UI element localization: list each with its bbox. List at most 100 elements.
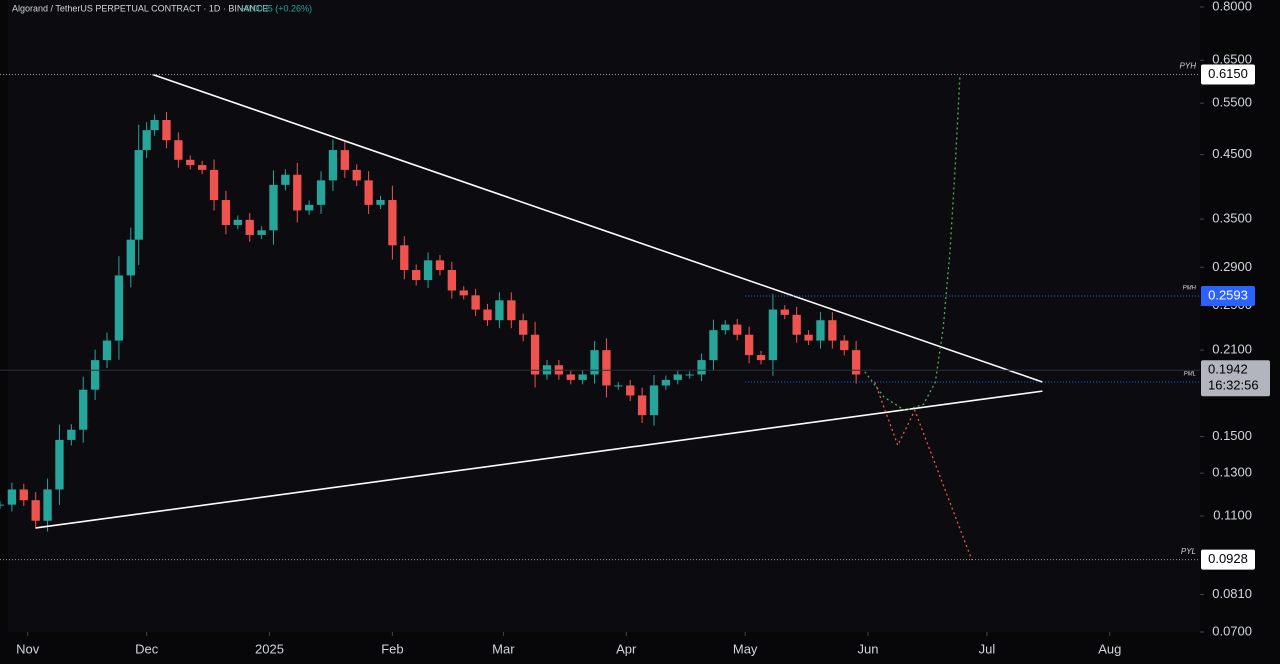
candle-body	[661, 379, 671, 386]
x-tick-label: Mar	[492, 641, 515, 656]
candle-body	[685, 374, 694, 376]
candle-body	[0, 504, 5, 506]
candle-body	[792, 314, 801, 335]
x-tick-label: Feb	[381, 641, 403, 656]
candle-body	[435, 260, 445, 271]
candle-body	[495, 300, 504, 321]
candle-body	[221, 200, 231, 226]
level-badge	[1201, 64, 1255, 85]
level-name: PMH	[1183, 286, 1197, 292]
candle-body	[816, 320, 825, 341]
candle-body	[245, 219, 254, 235]
candle-body	[697, 360, 706, 375]
x-tick-label: Nov	[16, 641, 40, 656]
candle-body	[197, 165, 207, 170]
projection-path	[874, 381, 973, 561]
y-tick-label: 0.1500	[1212, 428, 1252, 443]
level-price: 0.0928	[1208, 551, 1248, 566]
candle-body	[459, 290, 468, 296]
candle-body	[90, 360, 100, 390]
last-price-badge	[1201, 360, 1270, 397]
candle-body	[162, 119, 171, 141]
last-price: 0.1942	[1208, 362, 1248, 377]
level-badge	[1201, 286, 1255, 307]
x-tick-label: Jul	[979, 641, 996, 656]
level-name: PYL	[1181, 547, 1196, 556]
candle-body	[174, 140, 183, 160]
trend-line	[152, 73, 1043, 383]
candle-body	[257, 230, 266, 235]
candle-body	[376, 200, 385, 205]
candle-body	[269, 184, 278, 231]
candle-body	[142, 130, 151, 151]
candle-body	[804, 334, 813, 341]
candle-body	[828, 320, 837, 341]
y-tick-label: 0.1100	[1213, 507, 1252, 522]
candle-body	[388, 200, 397, 246]
candle-body	[134, 150, 143, 240]
candle-body	[412, 270, 421, 281]
candle-body	[768, 309, 778, 361]
y-tick-label: 0.2900	[1212, 259, 1252, 274]
y-tick-label: 0.6500	[1212, 52, 1252, 67]
x-tick-label: Dec	[135, 641, 159, 656]
candle-body	[637, 395, 647, 416]
candle-body	[780, 309, 789, 315]
price-change: +0.0005 (+0.26%)	[240, 3, 312, 13]
candle-body	[566, 374, 575, 380]
y-tick-label: 0.2100	[1212, 342, 1252, 357]
candle-body	[186, 159, 195, 166]
x-tick-label: May	[733, 641, 758, 656]
candle-body	[721, 324, 730, 331]
projection-path	[864, 74, 961, 412]
candle-body	[447, 270, 457, 291]
candle-body	[126, 239, 135, 276]
x-tick-label: Aug	[1098, 641, 1121, 656]
candle-body	[614, 385, 623, 387]
candle-body	[293, 174, 302, 211]
trend-line	[35, 390, 1043, 529]
level-name: PYH	[1180, 62, 1197, 71]
countdown: 16:32:56	[1208, 378, 1259, 393]
candle-body	[328, 150, 338, 181]
candle-body	[507, 300, 516, 321]
y-tick-label: 0.4500	[1212, 146, 1252, 161]
x-tick-label: 2025	[255, 641, 284, 656]
candle-body	[744, 334, 754, 356]
candle-body	[626, 385, 635, 396]
candle-body	[400, 245, 409, 271]
candle-body	[423, 260, 433, 281]
candle-body	[150, 119, 159, 131]
candle-body	[31, 500, 40, 521]
candle-body	[851, 350, 861, 375]
candle-body	[233, 219, 242, 226]
candle-body	[364, 180, 373, 205]
candle-body	[649, 385, 659, 416]
candle-body	[79, 389, 88, 430]
level-name: PML	[1184, 372, 1196, 378]
y-tick-label: 0.8000	[1212, 0, 1252, 13]
level-price: 0.2593	[1208, 287, 1248, 302]
candle-body	[55, 439, 64, 490]
y-tick-label: 0.1300	[1212, 465, 1252, 480]
candle-body	[352, 169, 361, 181]
candle-body	[602, 350, 611, 386]
candle-body	[114, 275, 124, 341]
candle-body	[43, 489, 52, 521]
y-tick-label: 0.0810	[1212, 586, 1252, 601]
y-tick-label: 0.0700	[1212, 623, 1252, 638]
x-tick-label: Jun	[858, 641, 879, 656]
plot-area	[8, 0, 1200, 632]
y-tick-label: 0.5500	[1212, 95, 1252, 110]
candle-body	[709, 330, 718, 361]
candle-body	[840, 340, 849, 351]
candle-body	[281, 174, 290, 185]
candle-body	[519, 320, 528, 335]
candle-body	[733, 324, 742, 335]
candle-body	[483, 309, 492, 321]
candle-body	[209, 169, 219, 201]
candle-body	[530, 334, 540, 375]
candle-body	[578, 374, 587, 380]
level-badge	[1201, 549, 1255, 570]
